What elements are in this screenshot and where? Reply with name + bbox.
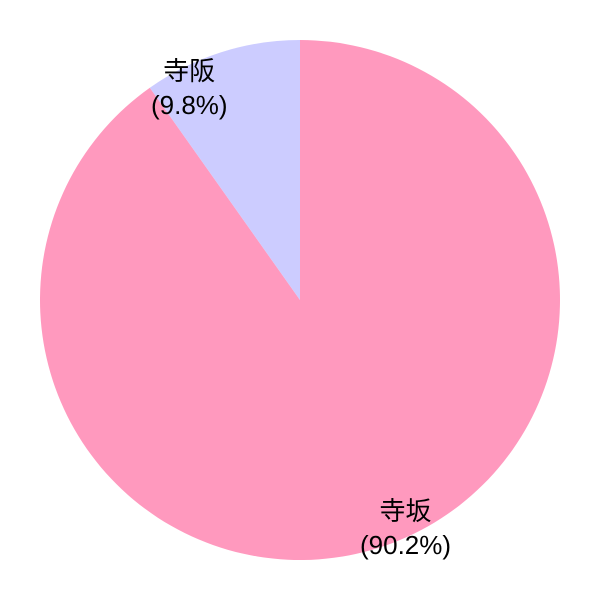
slice-label-1: 寺阪 (9.8%) (151, 55, 228, 123)
slice-percent-0: (90.2%) (360, 529, 451, 563)
slice-label-0: 寺坂 (90.2%) (360, 495, 451, 563)
slice-name-0: 寺坂 (360, 495, 451, 529)
slice-percent-1: (9.8%) (151, 89, 228, 123)
slice-name-1: 寺阪 (151, 55, 228, 89)
pie-slice-0 (40, 40, 560, 560)
pie-chart-container: 寺坂 (90.2%) 寺阪 (9.8%) (0, 0, 600, 600)
pie-chart-svg (0, 0, 600, 600)
